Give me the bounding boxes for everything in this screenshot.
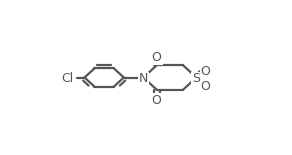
- Text: O: O: [201, 80, 211, 93]
- Text: N: N: [139, 73, 148, 86]
- Text: O: O: [201, 65, 211, 78]
- Text: O: O: [152, 94, 161, 107]
- Text: O: O: [152, 51, 161, 64]
- Text: S: S: [192, 73, 200, 86]
- Text: Cl: Cl: [61, 73, 74, 86]
